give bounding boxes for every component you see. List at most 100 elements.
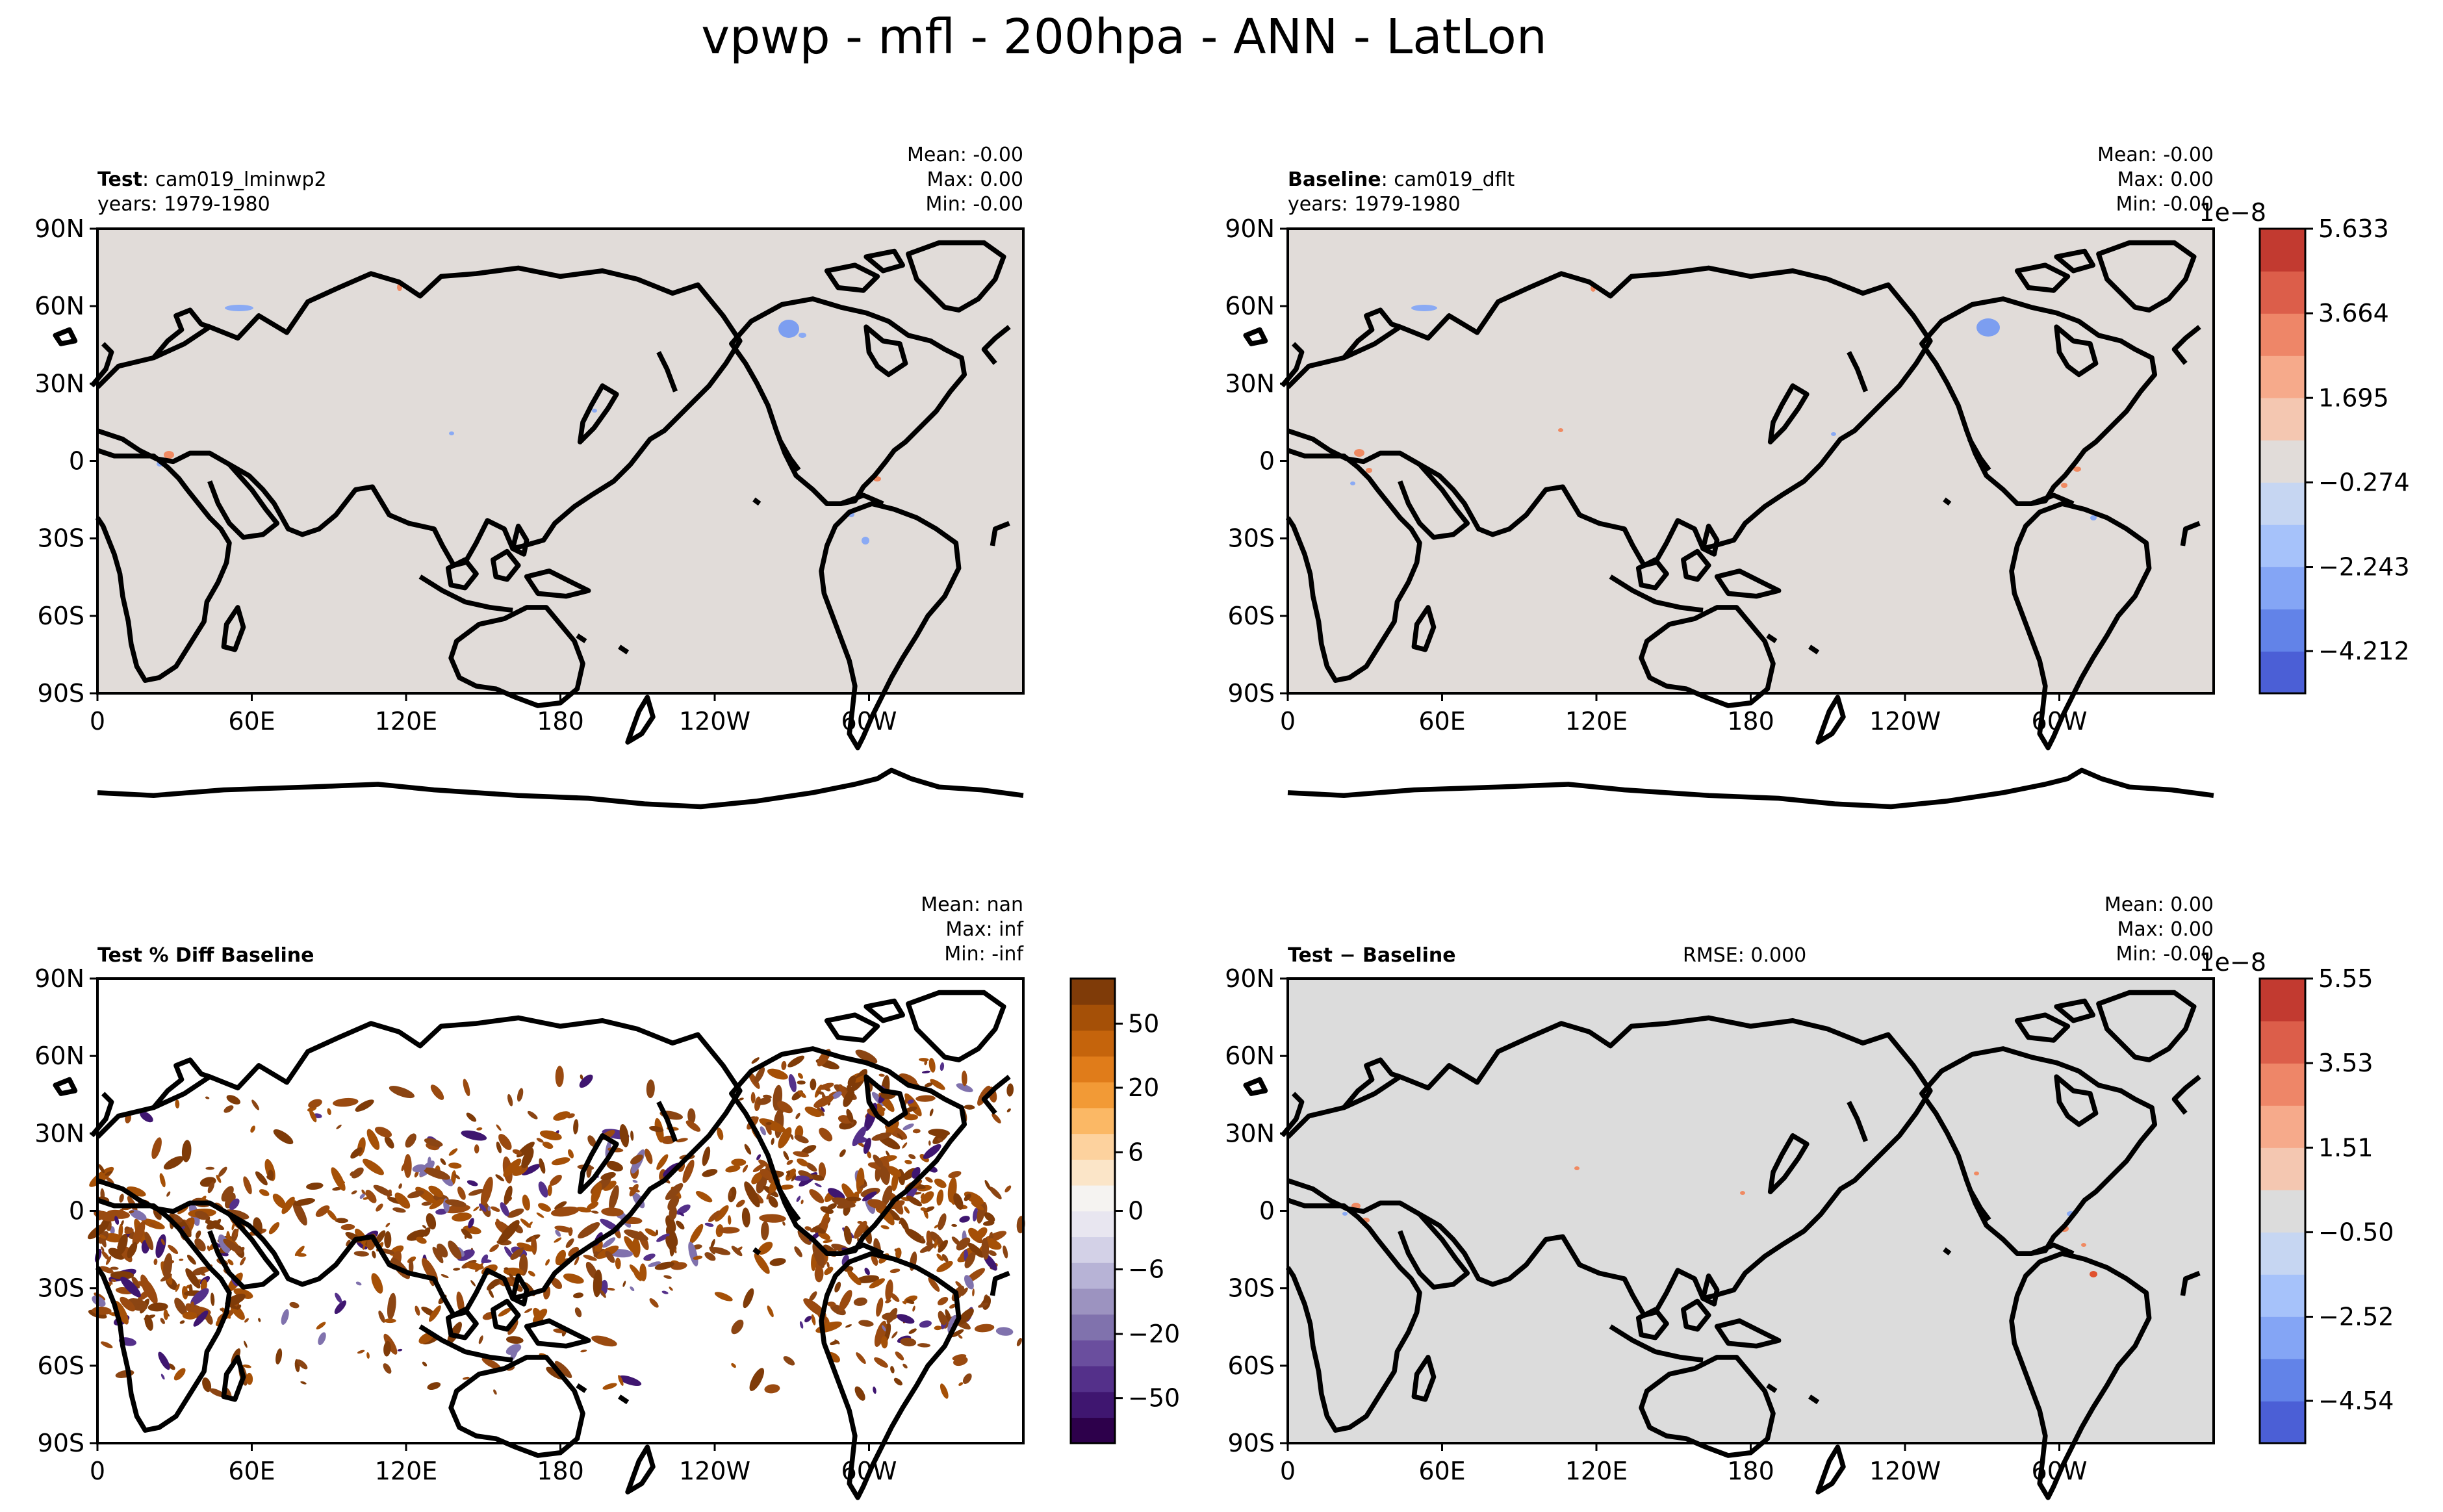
pct-speckle [389, 1086, 415, 1099]
pct-speckle [704, 1252, 716, 1261]
pct-speckle [444, 1199, 467, 1207]
colorbar-1-segment [2260, 313, 2305, 356]
pct-speckle [864, 1268, 870, 1275]
svg-text:Baseline: cam019_dflt: Baseline: cam019_dflt [1288, 168, 1515, 191]
test-y-tick-label: 90S [38, 679, 84, 708]
pct-speckle [878, 1073, 885, 1077]
pct-speckle [114, 1301, 129, 1325]
pct-speckle [974, 1324, 995, 1333]
pct-speckle [876, 1297, 884, 1317]
pct-speckle [920, 1193, 925, 1199]
pct-speckle [919, 1320, 932, 1328]
pct-speckle [934, 1178, 947, 1188]
pct-speckle [771, 1138, 774, 1146]
pct-speckle [953, 1193, 964, 1210]
colorbar-2-tick-label: 50 [1128, 1009, 1159, 1038]
pct-speckle [921, 1191, 934, 1204]
test-map-background [97, 229, 1023, 693]
pct-speckle [765, 1121, 772, 1135]
pct-speckle [281, 1309, 289, 1325]
pct-speckle [89, 1166, 114, 1187]
pct-speckle [834, 1281, 841, 1293]
pct-speckle [769, 1258, 786, 1266]
pct-speckle [512, 1149, 522, 1155]
pct-speckle [528, 1270, 535, 1277]
panel-baseline: Baseline: cam019_dflt years: 1979-1980 M… [1225, 144, 2410, 807]
pct-speckle [882, 1325, 886, 1331]
pct-y-tick-label: 90N [34, 964, 84, 993]
pct-speckle [428, 1185, 444, 1198]
pct-speckle [110, 1271, 134, 1279]
baseline-stat-min: Min: -0.00 [2116, 193, 2214, 216]
pct-y-tick-label: 60S [38, 1352, 84, 1380]
baseline-y-tick-label: 90S [1228, 679, 1275, 708]
pct-speckle [432, 1246, 444, 1264]
pct-speckle [786, 1159, 793, 1165]
pct-speckle [615, 1257, 621, 1270]
pct-speckle [936, 1261, 953, 1272]
pct-speckle [758, 1242, 773, 1255]
pct-speckle [819, 1083, 834, 1090]
diff-x-tick-label: 60W [2032, 1457, 2088, 1485]
colorbar-2-segment [1071, 1288, 1115, 1315]
colorbar-2-segment [1071, 1185, 1115, 1212]
colorbar-2-segments [1071, 979, 1115, 1444]
pct-speckle [114, 1216, 120, 1225]
pct-speckle [550, 1174, 562, 1186]
colorbar-3-tick-label: −2.52 [2318, 1303, 2394, 1331]
pct-speckle [168, 1363, 175, 1370]
pct-speckle [160, 1318, 165, 1324]
colorbar-1-segment [2260, 609, 2305, 652]
pct-speckle [587, 1135, 596, 1147]
pct-speckle [873, 1154, 884, 1168]
pct-speckle [715, 1205, 729, 1222]
pct-speckle [854, 1220, 867, 1239]
pct-speckle [710, 1238, 715, 1249]
pct-speckle [714, 1292, 733, 1301]
pct-speckle [448, 1148, 458, 1156]
pct-speckle [292, 1200, 307, 1226]
pct-speckle [887, 1166, 901, 1177]
pct-speckle [259, 1189, 270, 1196]
baseline-axes: 0 60E 120E 180 120W 60W 90N 60N 30N 0 30S 60S 90S [1225, 214, 2087, 736]
pct-speckle [340, 1224, 355, 1231]
colorbar-2-segment [1071, 979, 1115, 1005]
pct-speckle [334, 1300, 347, 1314]
pct-speckle [574, 1307, 582, 1318]
colorbar-1-segment [2260, 482, 2305, 525]
pct-speckle [669, 1287, 673, 1291]
pct-speckle [889, 1200, 905, 1209]
test-x-tick-label: 60E [228, 707, 275, 736]
pct-speckle [937, 1296, 949, 1305]
diff-y-tick-label: 30N [1225, 1119, 1275, 1147]
pct-speckle [151, 1137, 162, 1159]
baseline-y-tick-label: 60N [1225, 292, 1275, 320]
pct-speckle [854, 1386, 865, 1401]
pct-speckle [153, 1259, 158, 1265]
pct-speckle [920, 1207, 928, 1212]
pct-speckle [682, 1159, 695, 1183]
pct-speckle [960, 1287, 968, 1296]
pct-speckle [934, 1326, 942, 1331]
pct-speckle [793, 1151, 810, 1157]
pct-speckles [87, 1049, 1025, 1401]
pct-speckle [827, 1188, 845, 1200]
pct-speckle [124, 1227, 134, 1235]
baseline-x-tick-label: 0 [1280, 707, 1296, 736]
pct-speckle [429, 1198, 444, 1210]
pct-speckle [811, 1314, 816, 1326]
pct-speckle [920, 1236, 924, 1241]
figure-title: vpwp - mfl - 200hpa - ANN - LatLon [701, 9, 1546, 65]
pct-speckle [632, 1179, 638, 1183]
pct-speckle [813, 1226, 826, 1234]
pct-speckle [665, 1225, 678, 1247]
pct-speckle [457, 1186, 466, 1200]
pct-speckle [624, 1229, 648, 1241]
pct-speckle [476, 1127, 483, 1131]
pct-speckle [132, 1222, 146, 1246]
pct-speckle [961, 1070, 967, 1086]
pct-speckle [332, 1186, 342, 1191]
pct-speckle [384, 1231, 392, 1249]
pct-speckle [521, 1168, 526, 1171]
pct-speckle [890, 1366, 895, 1374]
